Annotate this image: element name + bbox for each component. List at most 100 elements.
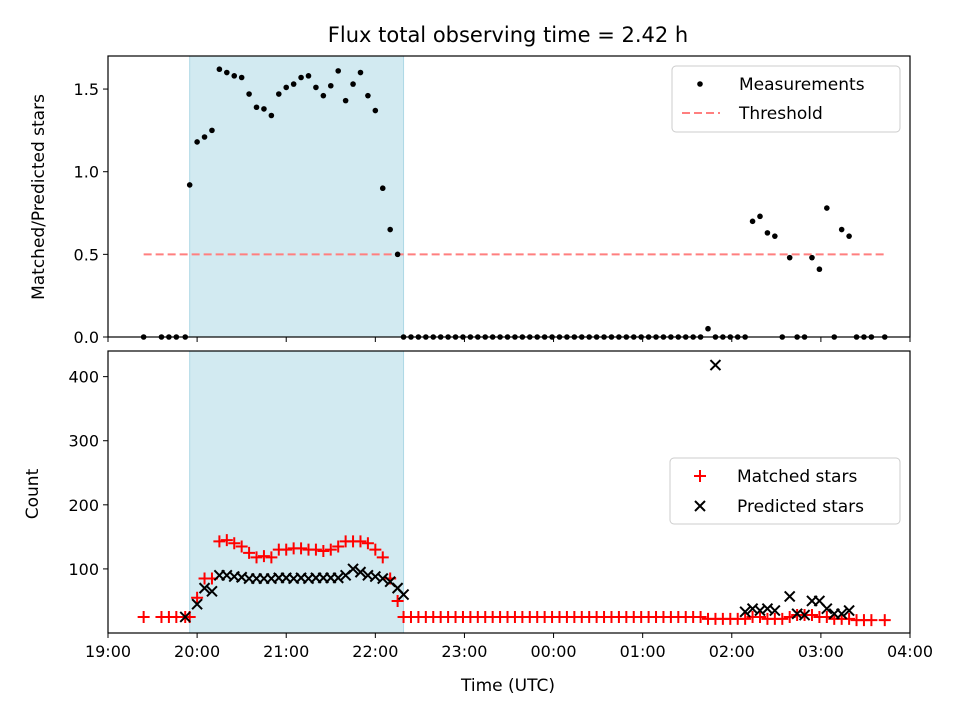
x-tick-label: 22:00 <box>352 642 398 661</box>
predicted-star-point <box>347 563 359 575</box>
matched-star-point <box>250 551 263 564</box>
measurement-point <box>231 73 238 79</box>
predicted-star-point <box>377 572 389 585</box>
predicted-star-point <box>179 611 191 623</box>
measurement-point <box>757 213 763 220</box>
chart-title: Flux total observing time = 2.42 h <box>328 23 688 47</box>
matched-star-point <box>317 544 330 557</box>
matched-star-point <box>295 542 308 555</box>
matched-star-point <box>243 546 256 559</box>
predicted-star-point <box>397 588 410 601</box>
matched-star-point <box>865 614 878 627</box>
matched-star-point <box>265 551 278 564</box>
top-ylabel: Matched/Predicted stars <box>29 94 49 300</box>
x-axis-label: Time (UTC) <box>460 676 555 696</box>
matched-star-point <box>361 537 374 550</box>
measurement-point <box>809 254 815 261</box>
measurement-point <box>824 205 830 211</box>
matched-star-point <box>228 537 241 550</box>
measurement-point <box>786 254 793 261</box>
shaded-region <box>189 55 405 338</box>
top-legend-box <box>671 65 901 133</box>
y-tick-label: 400 <box>68 368 99 387</box>
x-tick-label: 20:00 <box>174 642 220 661</box>
top-axes-frame <box>107 55 911 338</box>
measurement-point <box>305 73 312 79</box>
measurement-point <box>705 325 711 332</box>
matched-star-point <box>257 550 270 563</box>
bottom-legend-box <box>669 457 901 525</box>
measurement-point <box>224 69 230 76</box>
matched-star-point <box>354 535 367 548</box>
measurement-point <box>372 107 379 114</box>
predicted-star-point <box>354 566 367 578</box>
x-tick-label: 04:00 <box>887 642 933 661</box>
top-panel: 0.0 0.5 1.0 1.5 Measurements Threshold <box>74 55 911 347</box>
matched-star-point <box>776 612 789 625</box>
matched-star-point <box>137 610 150 623</box>
legend-marker-measurements <box>697 81 703 87</box>
measurement-point <box>261 106 267 112</box>
predicted-star-point <box>769 604 781 617</box>
x-tick-label: 19:00 <box>85 642 131 661</box>
predicted-star-point <box>798 609 811 621</box>
y-tick-label: 1.5 <box>74 80 99 99</box>
bottom-panel: 100 200 300 400 19:00 20:00 21:00 22:00 23:00 00:… <box>68 350 933 661</box>
predicted-star-point <box>191 598 203 610</box>
predicted-star-point <box>843 604 855 617</box>
matched-star-point <box>805 609 818 622</box>
measurement-point <box>275 91 282 97</box>
matched-star-point <box>280 543 293 556</box>
legend-marker-predicted <box>694 500 706 512</box>
measurement-point <box>749 218 756 225</box>
measurement-point <box>350 81 356 87</box>
measurement-point <box>335 68 342 74</box>
matched-star-point <box>753 610 766 623</box>
bottom-ylabel: Count <box>23 468 43 519</box>
shaded-region <box>189 350 405 634</box>
matched-star-point <box>309 543 322 556</box>
measurement-point <box>283 84 290 91</box>
matched-star-point <box>324 543 337 556</box>
matched-star-point <box>369 543 382 556</box>
measurement-point <box>394 251 401 258</box>
x-tick-label: 03:00 <box>798 642 844 661</box>
x-tick-label: 21:00 <box>263 642 309 661</box>
measurement-point <box>816 266 823 273</box>
legend-label-measurements: Measurements <box>739 75 865 95</box>
predicted-star-point <box>835 608 848 620</box>
measurement-point <box>772 233 778 239</box>
predicted-star-point <box>332 572 344 584</box>
y-tick-label: 300 <box>68 432 99 451</box>
measurement-point <box>186 182 193 188</box>
measurement-point <box>246 91 252 97</box>
x-tick-label: 02:00 <box>709 642 755 661</box>
legend-label-matched: Matched stars <box>737 467 857 487</box>
predicted-star-point <box>206 585 218 598</box>
measurement-point <box>313 84 319 91</box>
measurement-point <box>194 139 200 145</box>
measurement-point <box>253 104 260 111</box>
y-tick-label: 1.0 <box>74 163 99 182</box>
predicted-star-point <box>761 602 774 615</box>
matched-star-point <box>739 612 752 625</box>
measurement-point <box>320 92 327 99</box>
measurement-point <box>387 226 393 233</box>
measurement-point <box>846 233 852 239</box>
measurement-point <box>379 185 386 192</box>
y-tick-label: 100 <box>68 560 99 579</box>
y-tick-label: 200 <box>68 496 99 515</box>
measurement-point <box>327 82 334 89</box>
predicted-star-point <box>739 606 751 618</box>
measurement-point <box>764 230 771 236</box>
matched-star-point <box>878 614 891 627</box>
measurement-point <box>238 74 245 81</box>
y-tick-label: 0.0 <box>74 328 99 347</box>
measurement-point <box>342 97 349 104</box>
matched-star-point <box>376 551 389 564</box>
x-tick-label: 01:00 <box>620 642 666 661</box>
legend-marker-matched <box>694 470 706 482</box>
y-tick-label: 0.5 <box>74 245 99 264</box>
bottom-axes-frame <box>107 350 911 634</box>
